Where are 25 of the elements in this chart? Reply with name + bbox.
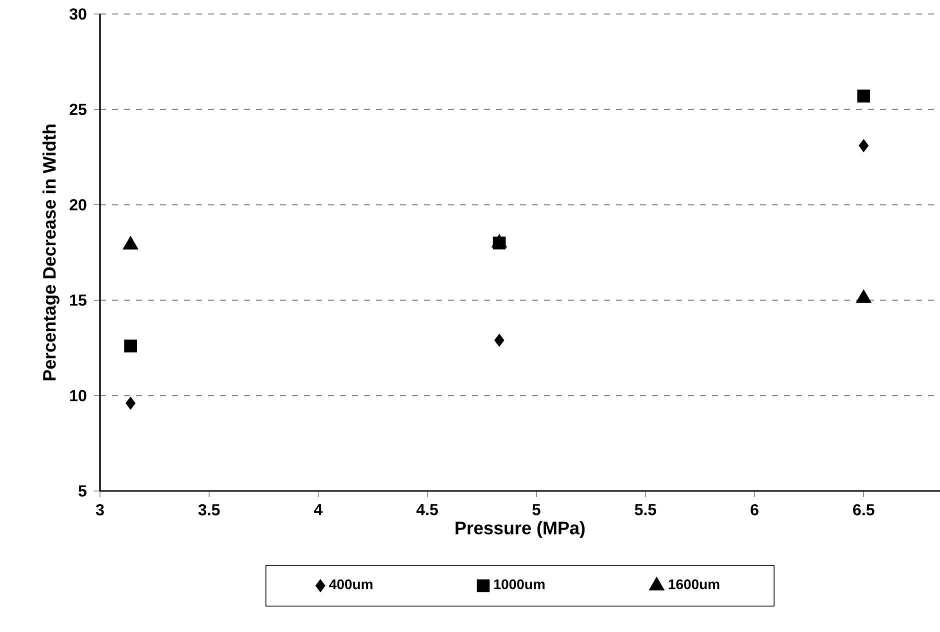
legend-label: 1000um [494, 579, 545, 590]
point [492, 236, 506, 250]
point [858, 139, 869, 152]
point [126, 396, 136, 410]
y-tick-label: 25 [70, 104, 86, 116]
x-tick-label: 3 [96, 504, 104, 516]
x-tick-label: 5.5 [634, 504, 656, 516]
y-tick-label: 15 [70, 294, 86, 306]
y-tick-label: 20 [70, 199, 86, 210]
point [857, 90, 870, 102]
x-tick-label: 5 [532, 504, 540, 516]
y-axis-title: Percentage Decrease in Width [42, 124, 60, 380]
x-tick-label: 3.5 [198, 504, 220, 516]
point [494, 334, 504, 347]
x-tick-label: 6 [750, 504, 758, 516]
x-tick-label: 6.5 [853, 504, 874, 516]
y-tick-label: 30 [70, 8, 86, 20]
x-tick-label: 4 [314, 504, 323, 516]
point [124, 340, 137, 352]
x-tick-label: 4.5 [416, 504, 438, 516]
y-tick-label: 5 [78, 485, 86, 497]
legend-label: 1600um [668, 579, 720, 590]
x-axis-title: Pressure (MPa) [456, 521, 585, 538]
y-tick-label: 10 [70, 390, 86, 402]
legend-label: 400um [329, 579, 372, 590]
